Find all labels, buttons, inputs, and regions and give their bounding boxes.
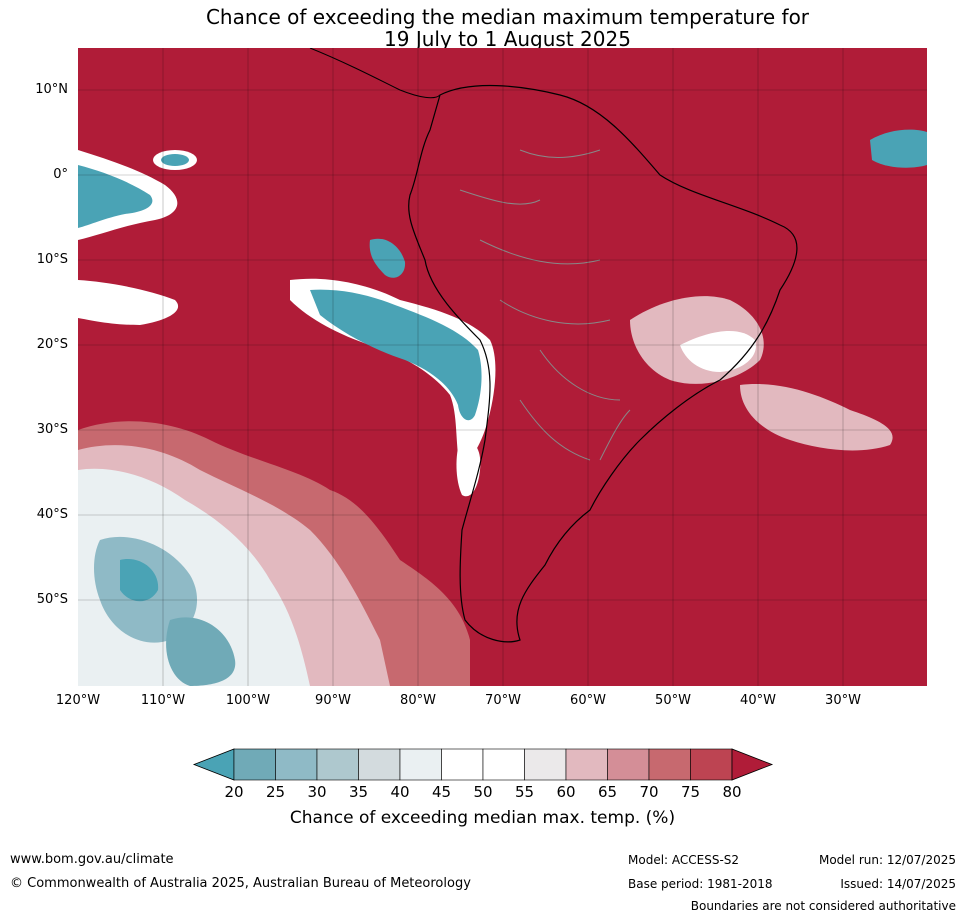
colorbar-tick-label: 20 (224, 783, 244, 801)
colorbar-tick-label: 50 (473, 783, 493, 801)
lat-label-30s: 30°S (36, 422, 68, 437)
lon-label-80w: 80°W (400, 693, 436, 708)
pacific-cool-core-west (78, 165, 153, 228)
lon-label-50w: 50°W (655, 693, 691, 708)
lon-label-30w: 30°W (825, 693, 861, 708)
colorbar-segment (233, 748, 276, 781)
colorbar-tick-label: 30 (307, 783, 327, 801)
lat-label-0: 0° (53, 167, 68, 182)
lat-label-10s: 10°S (36, 252, 68, 267)
colorbar-segment (524, 748, 567, 781)
colorbar-tick-label: 80 (722, 783, 742, 801)
country-boundaries (459, 149, 631, 461)
atlantic-pale-patch (740, 384, 893, 451)
colorbar-tick-label: 65 (597, 783, 618, 801)
lon-label-110w: 110°W (140, 693, 186, 708)
pacific-pale-west (78, 280, 179, 325)
pacific-cool-small-core (161, 154, 189, 166)
copyright-text: © Commonwealth of Australia 2025, Austra… (10, 876, 471, 891)
colorbar-segment (690, 748, 733, 781)
map-title-line1: Chance of exceeding the median maximum t… (205, 5, 810, 29)
chile-coast-cool (456, 439, 481, 497)
graticule (78, 48, 927, 686)
map-title-line2: 19 July to 1 August 2025 (384, 27, 631, 51)
atlantic-cool-northeast (870, 129, 927, 168)
colorbar-right-arrow (731, 748, 774, 781)
colorbar-segment (607, 748, 650, 781)
colorbar-tick-label: 40 (390, 783, 410, 801)
southern-blue-patch-3 (120, 559, 159, 602)
base-period-text: Base period: 1981-2018 (628, 877, 773, 891)
lat-label-50s: 50°S (36, 592, 68, 607)
colorbar-tick-label: 45 (431, 783, 452, 801)
colorbar-label: Chance of exceeding median max. temp. (%… (289, 808, 676, 828)
issued-text: Issued: 14/07/2025 (840, 877, 956, 891)
coastal-cool-band-core (310, 289, 482, 421)
lat-label-40s: 40°S (36, 507, 68, 522)
model-text: Model: ACCESS-S2 (628, 853, 740, 867)
south-america-outline (408, 84, 798, 643)
brazil-east-white-region (680, 330, 756, 372)
lon-label-90w: 90°W (315, 693, 351, 708)
colorbar-segment (358, 748, 401, 781)
website-link[interactable]: www.bom.gov.au/climate (10, 852, 174, 867)
colorbar-tick-label: 70 (639, 783, 659, 801)
southern-blue-patch-2 (166, 617, 236, 686)
colorbar-tick-label: 55 (514, 783, 535, 801)
colorbar-segment (482, 748, 525, 781)
colorbar-left-arrow (192, 748, 235, 781)
colorbar-segment (316, 748, 359, 781)
lat-label-20s: 20°S (36, 337, 68, 352)
central-america-outline (309, 48, 441, 99)
colorbar-tick-label: 35 (348, 783, 369, 801)
disclaimer-text: Boundaries are not considered authoritat… (690, 899, 956, 913)
lat-label-10n: 10°N (35, 82, 68, 97)
colorbar-segment (441, 748, 484, 781)
colorbar-tick-label: 75 (680, 783, 701, 801)
colorbar-segment (565, 748, 608, 781)
colorbar-segment (648, 748, 691, 781)
colorbar-tick-label: 60 (556, 783, 576, 801)
model-run-text: Model run: 12/07/2025 (818, 853, 956, 867)
colorbar-tick-label: 25 (265, 783, 286, 801)
lon-label-120w: 120°W (55, 693, 101, 708)
cool-patch-north (369, 238, 406, 278)
lon-label-40w: 40°W (740, 693, 776, 708)
colorbar (192, 748, 774, 781)
lon-label-70w: 70°W (485, 693, 521, 708)
colorbar-segment (399, 748, 442, 781)
lon-label-60w: 60°W (570, 693, 606, 708)
lon-label-100w: 100°W (225, 693, 271, 708)
colorbar-segment (275, 748, 318, 781)
